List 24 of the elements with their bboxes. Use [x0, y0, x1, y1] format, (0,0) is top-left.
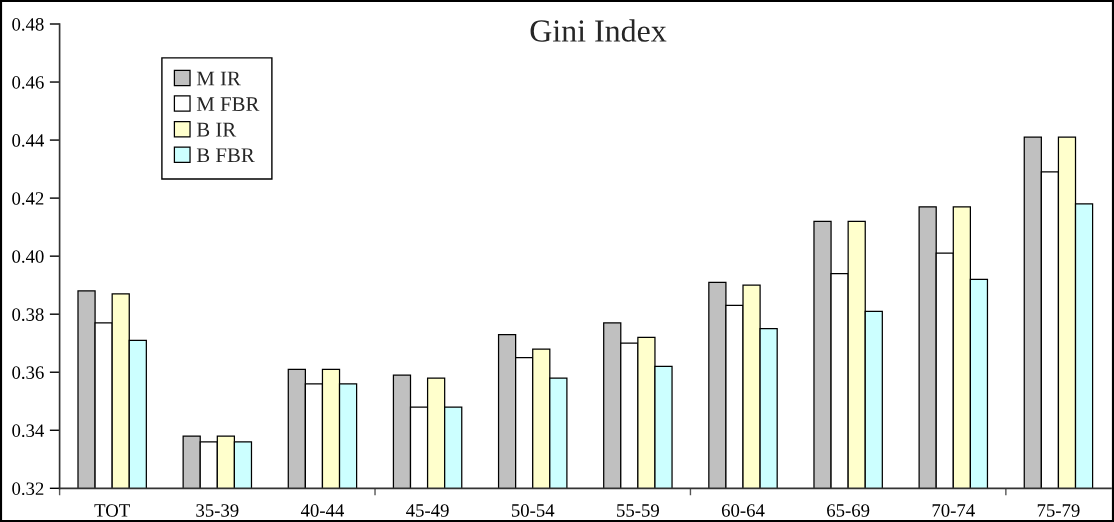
x-tick-label: 70-74: [932, 504, 975, 517]
y-tick-label: 0.42: [12, 192, 44, 205]
legend-label: M FBR: [196, 97, 260, 111]
x-tick-label: 65-69: [827, 504, 870, 517]
x-tick-label: 50-54: [511, 504, 555, 517]
y-tick-label: 0.46: [12, 76, 44, 89]
x-tick-label: 55-59: [617, 504, 659, 517]
legend-label: B IR: [196, 122, 237, 137]
y-tick-label: 0.40: [12, 250, 44, 263]
y-tick-label: 0.48: [12, 18, 44, 31]
y-tick-label: 0.38: [12, 308, 44, 321]
y-tick-label: 0.32: [12, 482, 44, 496]
x-tick-label: 75-79: [1037, 504, 1080, 517]
legend-label: M IR: [196, 71, 241, 86]
chart-title: Gini Index: [530, 19, 667, 42]
y-tick-label: 0.36: [12, 366, 44, 379]
x-tick-label: 40-44: [300, 504, 345, 517]
y-tick-label: 0.44: [12, 134, 45, 147]
y-tick-label: 0.34: [12, 424, 45, 438]
legend-label: B FBR: [196, 148, 255, 163]
x-tick-label: 35-39: [196, 504, 239, 517]
x-tick-label: 60-64: [721, 504, 765, 517]
x-tick-label: 45-49: [406, 504, 449, 517]
x-tick-label: TOT: [94, 504, 130, 517]
